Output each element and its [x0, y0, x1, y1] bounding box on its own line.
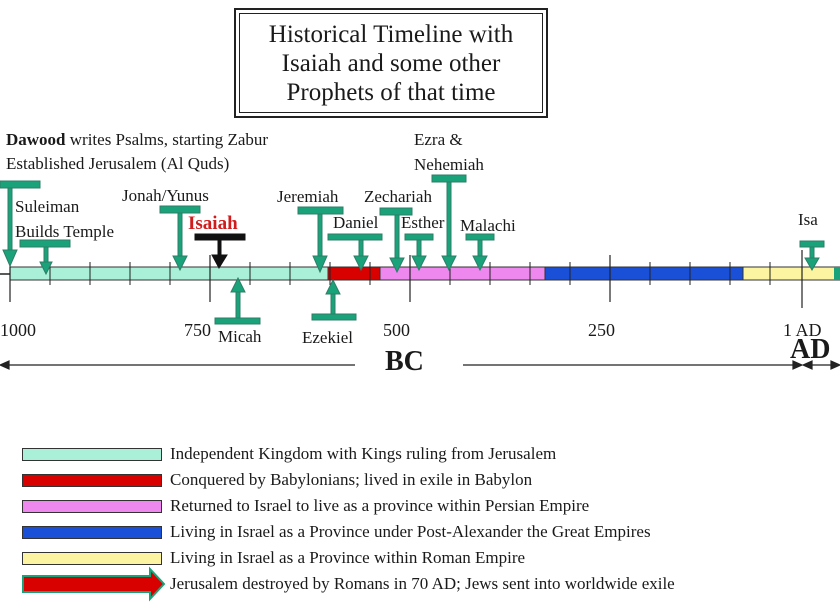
minor-ticks	[49, 262, 771, 285]
label-suleiman-2: Builds Temple	[15, 222, 115, 241]
segment-roman-province	[742, 266, 840, 281]
label-ezekiel: Ezekiel	[302, 328, 353, 347]
marker-daniel	[327, 233, 383, 272]
label-micah: Micah	[218, 327, 262, 346]
bc-range-arrow	[0, 360, 804, 370]
dawood-note-line-1: Dawood writes Psalms, starting Zabur	[6, 130, 268, 150]
legend-swatch-roman	[22, 551, 162, 565]
dawood-note-line-2: Established Jerusalem (Al Quds)	[6, 154, 230, 173]
marker-ezra-nehemiah	[431, 174, 467, 272]
legend-swatch-persian	[22, 499, 162, 513]
marker-isaiah	[194, 233, 246, 270]
legend-item-destruction: Jerusalem destroyed by Romans in 70 AD; …	[170, 574, 675, 594]
era-label-ad: AD	[790, 334, 831, 365]
segment-post-alexander	[544, 266, 744, 281]
marker-jonah	[159, 205, 201, 272]
dawood-name: Dawood	[6, 130, 66, 149]
marker-jeremiah	[297, 206, 344, 274]
marker-dawood	[0, 180, 41, 268]
legend-arrow-destruction	[22, 566, 166, 602]
title-line-1: Historical Timeline with	[268, 20, 514, 48]
label-daniel: Daniel	[333, 213, 379, 232]
legend-text-post-alexander: Living in Israel as a Province under Pos…	[170, 522, 651, 541]
label-suleiman-1: Suleiman	[15, 197, 80, 216]
legend-swatch-post-alexander	[22, 525, 162, 539]
marker-ezekiel	[311, 278, 357, 321]
label-zechariah: Zechariah	[364, 187, 432, 206]
label-jonah: Jonah/Yunus	[122, 186, 209, 205]
label-ezra: Ezra &	[414, 130, 463, 149]
title-line-3: Prophets of that time	[286, 78, 496, 106]
legend-item-babylonian: Conquered by Babylonians; lived in exile…	[22, 470, 532, 490]
title-line-2: Isaiah and some other	[281, 49, 501, 77]
dawood-note-rest: writes Psalms, starting Zabur	[65, 130, 269, 149]
tick-label-250: 250	[588, 320, 615, 340]
legend-item-persian: Returned to Israel to live as a province…	[22, 496, 589, 516]
marker-zechariah	[379, 207, 413, 274]
marker-malachi	[465, 233, 495, 272]
tick-label-1ad: 1 AD	[783, 320, 822, 340]
major-ticks	[9, 250, 803, 308]
marker-isa	[799, 240, 825, 271]
legend-swatch-independent	[22, 447, 162, 461]
legend-item-independent: Independent Kingdom with Kings ruling fr…	[22, 444, 556, 464]
segment-persian-province	[379, 266, 546, 281]
legend-text-babylonian: Conquered by Babylonians; lived in exile…	[170, 470, 533, 489]
segment-babylonian-exile	[327, 266, 381, 281]
tick-label-500: 500	[383, 320, 410, 340]
marker-suleiman	[19, 239, 71, 276]
tick-label-750: 750	[184, 320, 211, 340]
title-box: Historical Timeline with Isaiah and some…	[234, 8, 548, 118]
legend-text-destruction: Jerusalem destroyed by Romans in 70 AD; …	[170, 574, 675, 593]
legend-text-roman: Living in Israel as a Province within Ro…	[170, 548, 526, 567]
marker-micah	[214, 276, 261, 325]
title-inner-frame: Historical Timeline with Isaiah and some…	[239, 13, 543, 113]
tick-label-1000: 1000	[0, 320, 36, 340]
label-esther: Esther	[401, 213, 445, 232]
label-nehemiah: Nehemiah	[414, 155, 484, 174]
segment-independent-kingdom	[9, 266, 329, 281]
legend-swatch-babylonian	[22, 473, 162, 487]
label-malachi: Malachi	[460, 216, 516, 235]
label-jeremiah: Jeremiah	[277, 187, 339, 206]
legend-item-roman: Living in Israel as a Province within Ro…	[22, 548, 525, 568]
label-isaiah: Isaiah	[188, 213, 238, 234]
segment-destruction-start	[834, 267, 840, 280]
legend-text-independent: Independent Kingdom with Kings ruling fr…	[170, 444, 557, 463]
label-isa: Isa	[798, 210, 818, 229]
legend-text-persian: Returned to Israel to live as a province…	[170, 496, 590, 515]
ad-range-arrow	[801, 360, 840, 370]
legend-item-post-alexander: Living in Israel as a Province under Pos…	[22, 522, 651, 542]
era-label-bc: BC	[385, 346, 424, 377]
marker-esther	[404, 233, 434, 272]
